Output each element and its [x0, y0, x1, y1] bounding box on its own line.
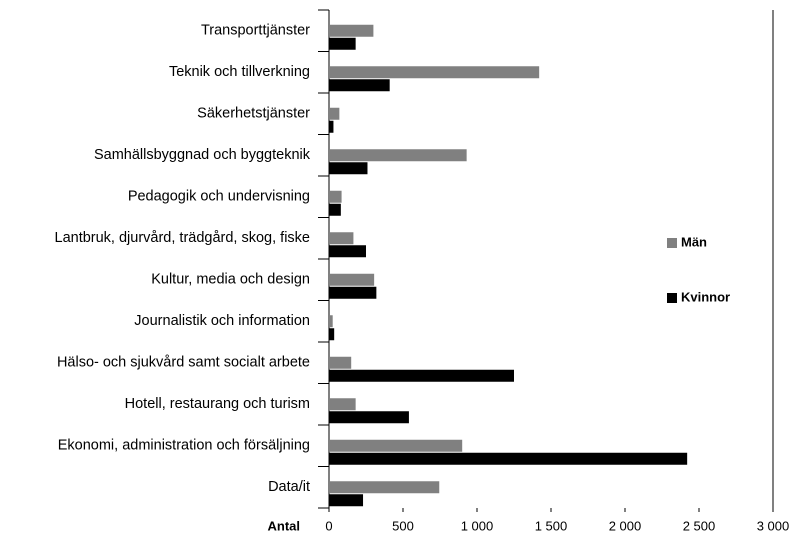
- y-tick-label: Kultur, media och design: [151, 272, 310, 288]
- x-tick-label: 500: [392, 518, 414, 533]
- y-tick-label: Ekonomi, administration och försäljning: [58, 438, 310, 454]
- x-tick-label: 1 000: [461, 518, 494, 533]
- x-tick-label: 1 500: [535, 518, 568, 533]
- y-tick-label: Hotell, restaurang och turism: [125, 396, 310, 412]
- bar: [329, 149, 467, 162]
- bar: [329, 286, 377, 299]
- bar: [329, 66, 540, 79]
- legend-label: Män: [681, 234, 707, 249]
- legend-label: Kvinnor: [681, 289, 730, 304]
- y-tick-label: Hälso- och sjukvård samt socialt arbete: [57, 355, 310, 371]
- bar: [329, 328, 335, 341]
- bar: [329, 232, 354, 245]
- y-tick-label: Lantbruk, djurvård, trädgård, skog, fisk…: [55, 230, 311, 246]
- bar: [329, 190, 342, 203]
- bar: [329, 37, 356, 50]
- y-tick-label: Teknik och tillverkning: [169, 64, 310, 80]
- bar: [329, 273, 375, 286]
- bar: [329, 162, 368, 175]
- y-tick-label: Transporttjänster: [201, 23, 310, 39]
- y-tick-label: Samhällsbyggnad och byggteknik: [94, 147, 311, 163]
- x-tick-label: 0: [325, 518, 332, 533]
- x-tick-label: 2 000: [609, 518, 642, 533]
- bar: [329, 245, 366, 258]
- bar: [329, 411, 409, 424]
- bar: [329, 452, 688, 465]
- bar: [329, 107, 340, 120]
- x-axis-label: Antal: [268, 518, 301, 533]
- bar: [329, 24, 374, 37]
- bar: [329, 356, 352, 369]
- legend-swatch: [667, 238, 677, 248]
- x-tick-label: 3 000: [757, 518, 790, 533]
- bar: [329, 398, 356, 411]
- bar: [329, 120, 334, 133]
- bar: [329, 369, 514, 382]
- y-tick-label: Data/it: [268, 479, 310, 495]
- y-tick-label: Pedagogik och undervisning: [128, 189, 310, 205]
- bar: [329, 79, 390, 92]
- y-tick-label: Säkerhetstjänster: [197, 106, 310, 122]
- x-tick-label: 2 500: [683, 518, 716, 533]
- legend-swatch: [667, 293, 677, 303]
- bar: [329, 315, 333, 328]
- bar: [329, 203, 341, 216]
- bar: [329, 439, 463, 452]
- bar: [329, 494, 364, 507]
- y-tick-label: Journalistik och information: [134, 313, 310, 329]
- bar: [329, 481, 440, 494]
